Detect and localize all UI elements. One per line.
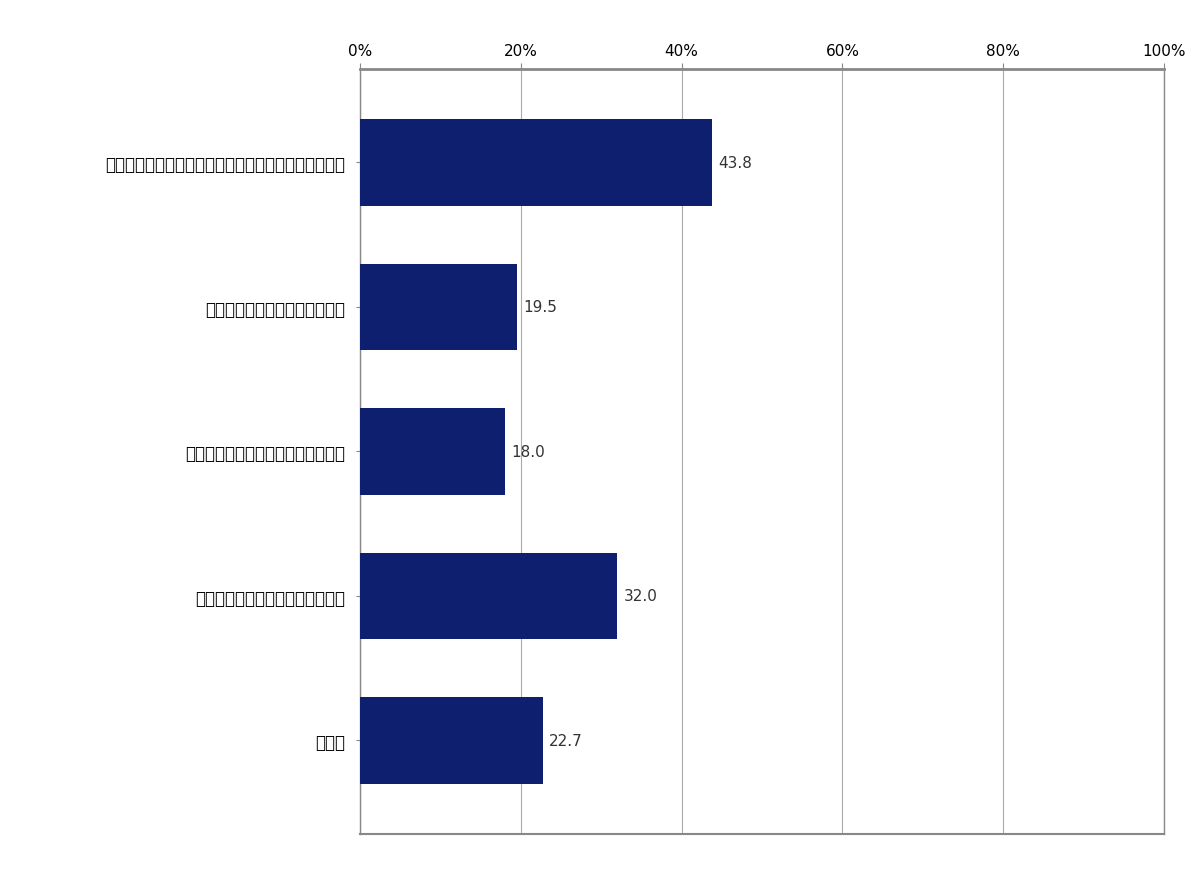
Text: 43.8: 43.8 — [719, 156, 752, 171]
Text: 22.7: 22.7 — [548, 733, 583, 748]
Bar — [360, 697, 542, 784]
Bar — [360, 553, 617, 640]
Bar — [360, 120, 712, 207]
Bar — [360, 408, 505, 495]
Bar — [360, 264, 517, 351]
Text: 19.5: 19.5 — [523, 300, 557, 315]
Text: 32.0: 32.0 — [624, 588, 658, 604]
Text: 18.0: 18.0 — [511, 444, 545, 460]
